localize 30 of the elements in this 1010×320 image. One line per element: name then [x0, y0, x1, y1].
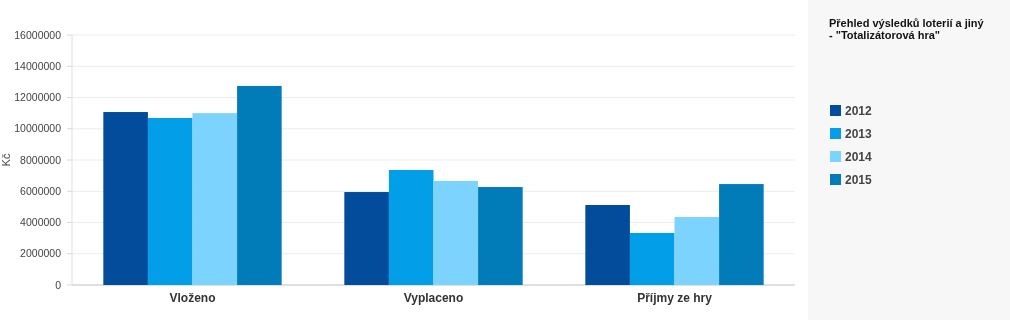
bar [388, 170, 434, 285]
y-tick-label: 12000000 [14, 91, 62, 104]
y-tick-label: 4000000 [20, 216, 62, 229]
bar [433, 180, 479, 285]
legend-label: 2013 [845, 127, 873, 141]
y-tick-label: 2000000 [20, 247, 62, 260]
y-tick-label: 0 [55, 278, 62, 291]
text: Přehled výsledků loterií a jiný - "Totalizátorová hra" [829, 17, 985, 41]
bar [719, 184, 764, 285]
x-tick-label: Vyplaceno [403, 291, 464, 305]
y-tick-label: 8000000 [20, 153, 62, 166]
x-tick-label: Vloženo [169, 291, 216, 305]
bar [192, 113, 238, 285]
legend-label: 2012 [845, 104, 873, 118]
bar [674, 217, 720, 285]
y-tick-label: 6000000 [20, 184, 62, 197]
bar [103, 112, 148, 285]
y-tick-label: 14000000 [14, 59, 62, 72]
y-tick-label: 10000000 [14, 122, 62, 135]
bar [147, 117, 193, 285]
x-tick-label: Příjmy ze hry [637, 291, 713, 305]
y-tick-label: 16000000 [14, 28, 62, 41]
legend-label: 2014 [845, 150, 873, 164]
bar [237, 85, 282, 285]
bar [629, 232, 675, 285]
bar [478, 187, 523, 285]
bar [585, 205, 630, 285]
y-axis-title: Kč [0, 153, 12, 167]
legend-label: 2015 [845, 173, 873, 187]
bar [344, 192, 389, 285]
